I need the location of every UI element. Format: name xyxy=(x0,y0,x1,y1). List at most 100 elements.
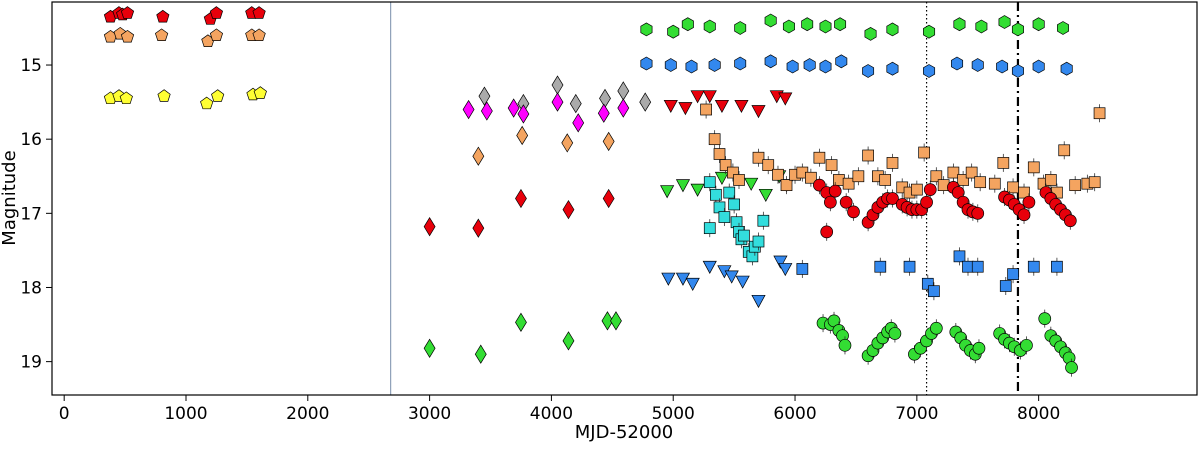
square-point xyxy=(962,260,974,273)
diamond-point xyxy=(602,188,615,209)
hexagon-point xyxy=(862,64,875,78)
hexagon-point xyxy=(640,56,653,71)
data-points xyxy=(103,6,1106,377)
triangle-point xyxy=(751,105,766,119)
circle-point xyxy=(888,327,902,340)
diamond-point xyxy=(472,218,485,238)
diamond-point xyxy=(572,113,585,133)
y-tick-label: 19 xyxy=(20,353,42,373)
y-tick-label: 15 xyxy=(20,56,42,76)
hexagon-point xyxy=(819,19,832,34)
hexagon-point xyxy=(1011,22,1024,37)
square-point xyxy=(947,166,960,179)
square-point xyxy=(1018,186,1030,199)
x-tick-label: 3000 xyxy=(408,404,451,424)
circle-point xyxy=(971,206,985,220)
square-point xyxy=(713,148,726,160)
diamond-point xyxy=(610,311,622,331)
hexagon-point xyxy=(953,17,966,32)
diamond-point xyxy=(617,98,630,118)
hexagon-point xyxy=(1057,21,1069,35)
triangle-point xyxy=(751,294,766,309)
circle-point xyxy=(1063,214,1077,228)
hexagon-point xyxy=(996,59,1009,74)
square-point xyxy=(719,159,732,171)
plot-frame xyxy=(51,1,1198,396)
circle-point xyxy=(972,341,986,355)
square-point xyxy=(738,229,750,242)
hexagon-point xyxy=(734,56,747,71)
square-point xyxy=(733,174,745,186)
square-point xyxy=(1044,174,1057,186)
square-point xyxy=(708,133,721,146)
diamond-point xyxy=(617,81,630,101)
square-point xyxy=(1058,144,1071,157)
x-tick-label: 1000 xyxy=(164,404,207,424)
circle-point xyxy=(1020,338,1033,352)
pentagon-point xyxy=(200,96,214,110)
square-point xyxy=(723,186,736,199)
circle-point xyxy=(886,192,899,205)
diamond-point xyxy=(517,104,530,124)
hexagon-point xyxy=(971,58,984,72)
diamond-point xyxy=(507,98,520,118)
diamond-point xyxy=(551,75,564,95)
pentagon-point xyxy=(156,9,170,23)
hexagon-point xyxy=(819,59,832,74)
pentagon-point xyxy=(154,28,169,41)
square-point xyxy=(1027,161,1040,174)
square-point xyxy=(852,170,865,183)
triangle-point xyxy=(678,102,693,116)
diamond-point xyxy=(551,92,564,112)
hexagon-point xyxy=(708,58,721,72)
triangle-point xyxy=(690,183,705,197)
triangle-point xyxy=(702,90,717,104)
square-point xyxy=(997,157,1010,169)
hexagon-point xyxy=(801,17,814,32)
pentagon-point xyxy=(120,29,135,43)
pentagon-point xyxy=(252,6,266,19)
square-point xyxy=(988,177,1001,190)
square-point xyxy=(752,151,765,164)
hexagon-point xyxy=(1060,61,1073,76)
square-point xyxy=(903,260,916,273)
x-tick-label: 8000 xyxy=(1017,404,1060,424)
hexagon-point xyxy=(803,58,816,72)
hexagon-point xyxy=(764,54,777,69)
square-point xyxy=(965,166,978,179)
square-point xyxy=(813,151,826,164)
diamond-point xyxy=(602,131,615,152)
square-point xyxy=(780,179,793,192)
y-axis-label: Magnitude xyxy=(0,150,20,245)
square-point xyxy=(805,171,817,184)
diamond-point xyxy=(601,311,614,331)
diamond-point xyxy=(562,199,575,220)
triangle-point xyxy=(660,185,675,199)
hexagon-point xyxy=(998,15,1011,29)
circle-point xyxy=(1038,312,1052,325)
hexagon-point xyxy=(782,19,795,34)
square-point xyxy=(862,149,874,162)
square-point xyxy=(1051,260,1063,273)
circle-point xyxy=(1022,195,1036,209)
pentagon-point xyxy=(157,89,171,102)
diamond-point xyxy=(423,217,436,237)
pentagon-point xyxy=(209,6,224,19)
circle-point xyxy=(820,225,834,239)
x-tick-label: 6000 xyxy=(773,404,816,424)
square-point xyxy=(728,198,740,211)
diamond-point xyxy=(516,125,529,146)
square-point xyxy=(886,157,899,169)
triangle-point xyxy=(758,188,773,203)
square-point xyxy=(842,177,855,190)
diamond-point xyxy=(423,338,436,358)
x-tick-label: 0 xyxy=(59,404,70,424)
square-point xyxy=(874,260,887,273)
diamond-point xyxy=(639,92,652,112)
triangle-point xyxy=(744,177,759,191)
circle-point xyxy=(1065,361,1078,374)
triangle-point xyxy=(735,275,750,289)
diamond-point xyxy=(515,312,527,333)
square-point xyxy=(825,159,838,171)
